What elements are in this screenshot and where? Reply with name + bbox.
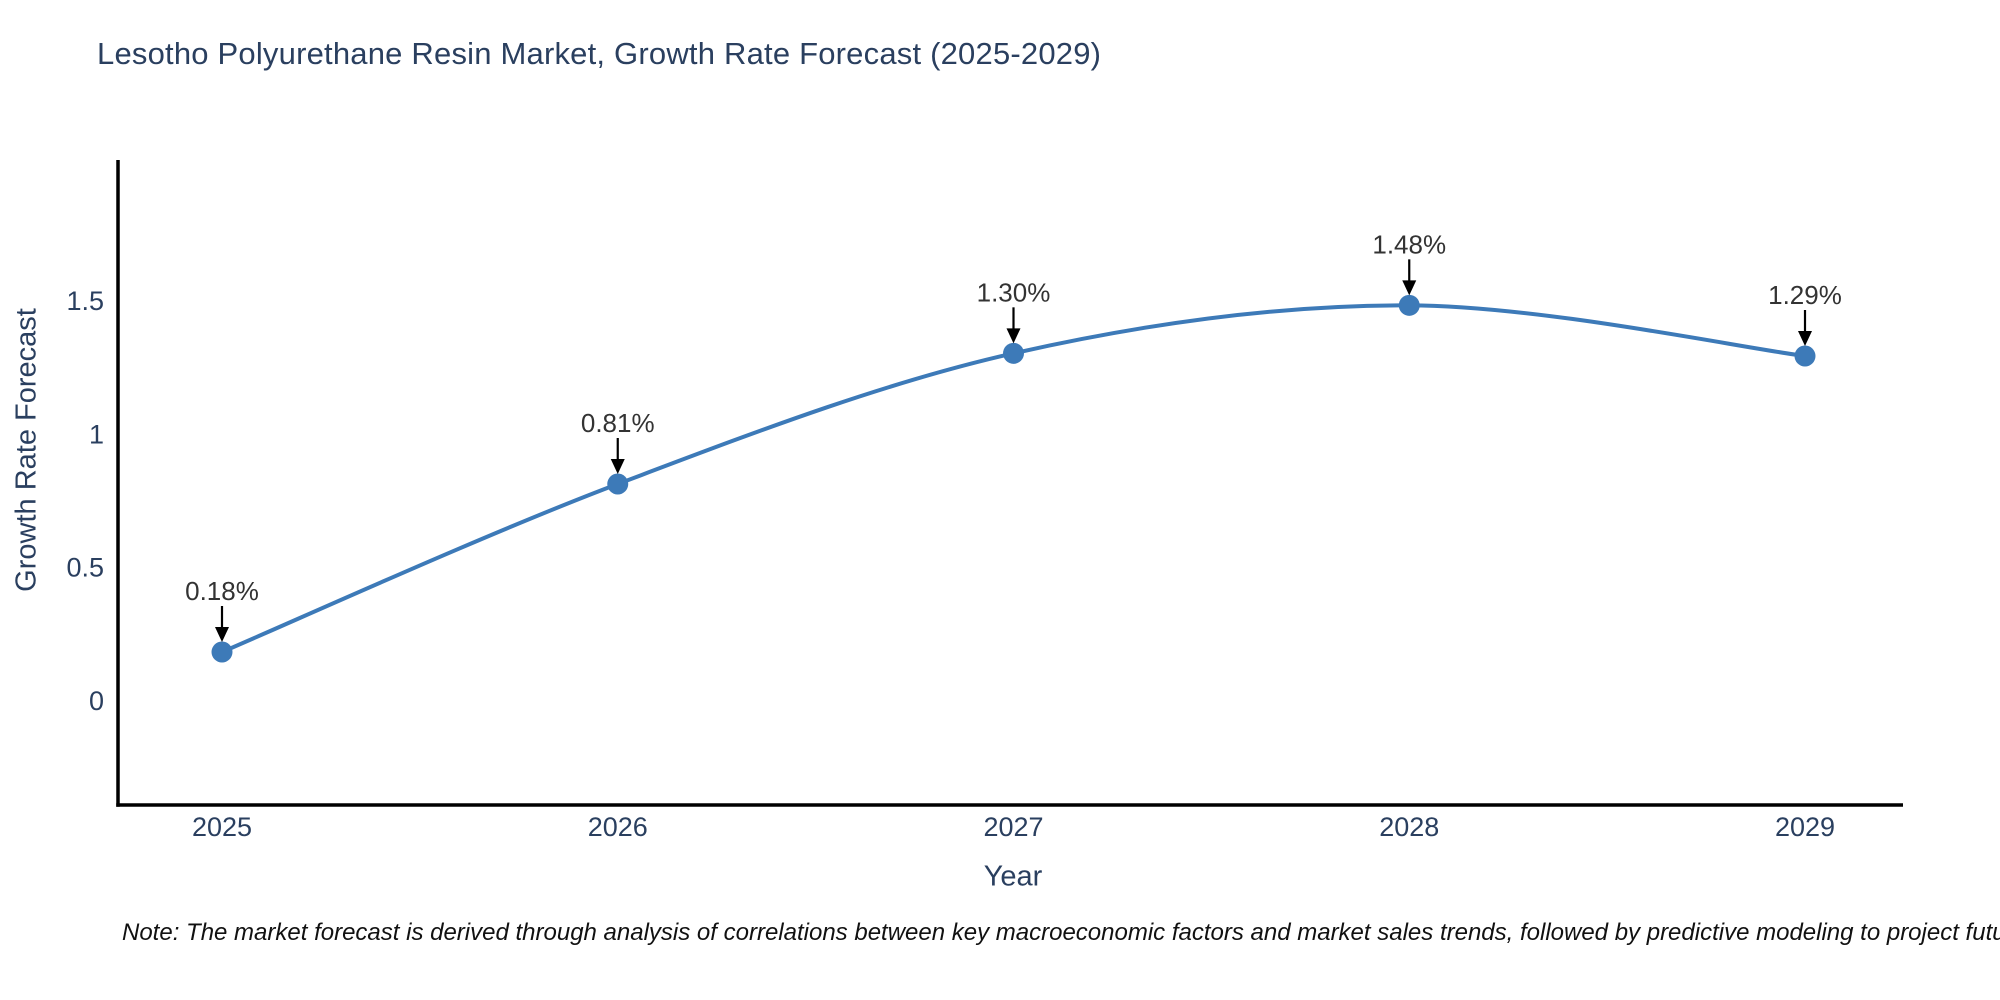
data-point-marker bbox=[211, 641, 233, 663]
x-tick-label: 2027 bbox=[983, 812, 1043, 842]
data-point-marker bbox=[1794, 345, 1816, 367]
x-tick-label: 2028 bbox=[1379, 812, 1439, 842]
data-point-label: 0.18% bbox=[185, 576, 259, 606]
x-tick-label: 2026 bbox=[588, 812, 648, 842]
chart-title: Lesotho Polyurethane Resin Market, Growt… bbox=[97, 36, 1102, 71]
data-point-marker bbox=[1003, 342, 1024, 364]
annotation-arrowhead bbox=[610, 458, 625, 474]
data-point-label: 1.30% bbox=[977, 277, 1051, 307]
annotation-arrowhead bbox=[1798, 330, 1812, 346]
y-tick-label: 0.5 bbox=[66, 553, 104, 583]
data-point-label: 1.48% bbox=[1372, 229, 1446, 259]
x-tick-label: 2029 bbox=[1775, 812, 1835, 842]
data-point-label: 0.81% bbox=[581, 408, 655, 438]
y-axis-title: Growth Rate Forecast bbox=[10, 308, 43, 592]
y-tick-label: 1.5 bbox=[66, 286, 104, 316]
y-tick-label: 0 bbox=[89, 686, 104, 716]
annotation-arrowhead bbox=[1402, 280, 1417, 296]
x-axis-title: Year bbox=[983, 860, 1043, 893]
x-tick-label: 2025 bbox=[192, 812, 252, 842]
annotation-arrowhead bbox=[215, 626, 229, 642]
data-point-label: 1.29% bbox=[1768, 280, 1842, 310]
y-tick-label: 1 bbox=[89, 419, 104, 449]
data-point-marker bbox=[1398, 294, 1420, 316]
annotation-arrowhead bbox=[1006, 328, 1021, 344]
data-point-marker bbox=[607, 473, 629, 495]
footnote: Note: The market forecast is derived thr… bbox=[122, 919, 2000, 946]
